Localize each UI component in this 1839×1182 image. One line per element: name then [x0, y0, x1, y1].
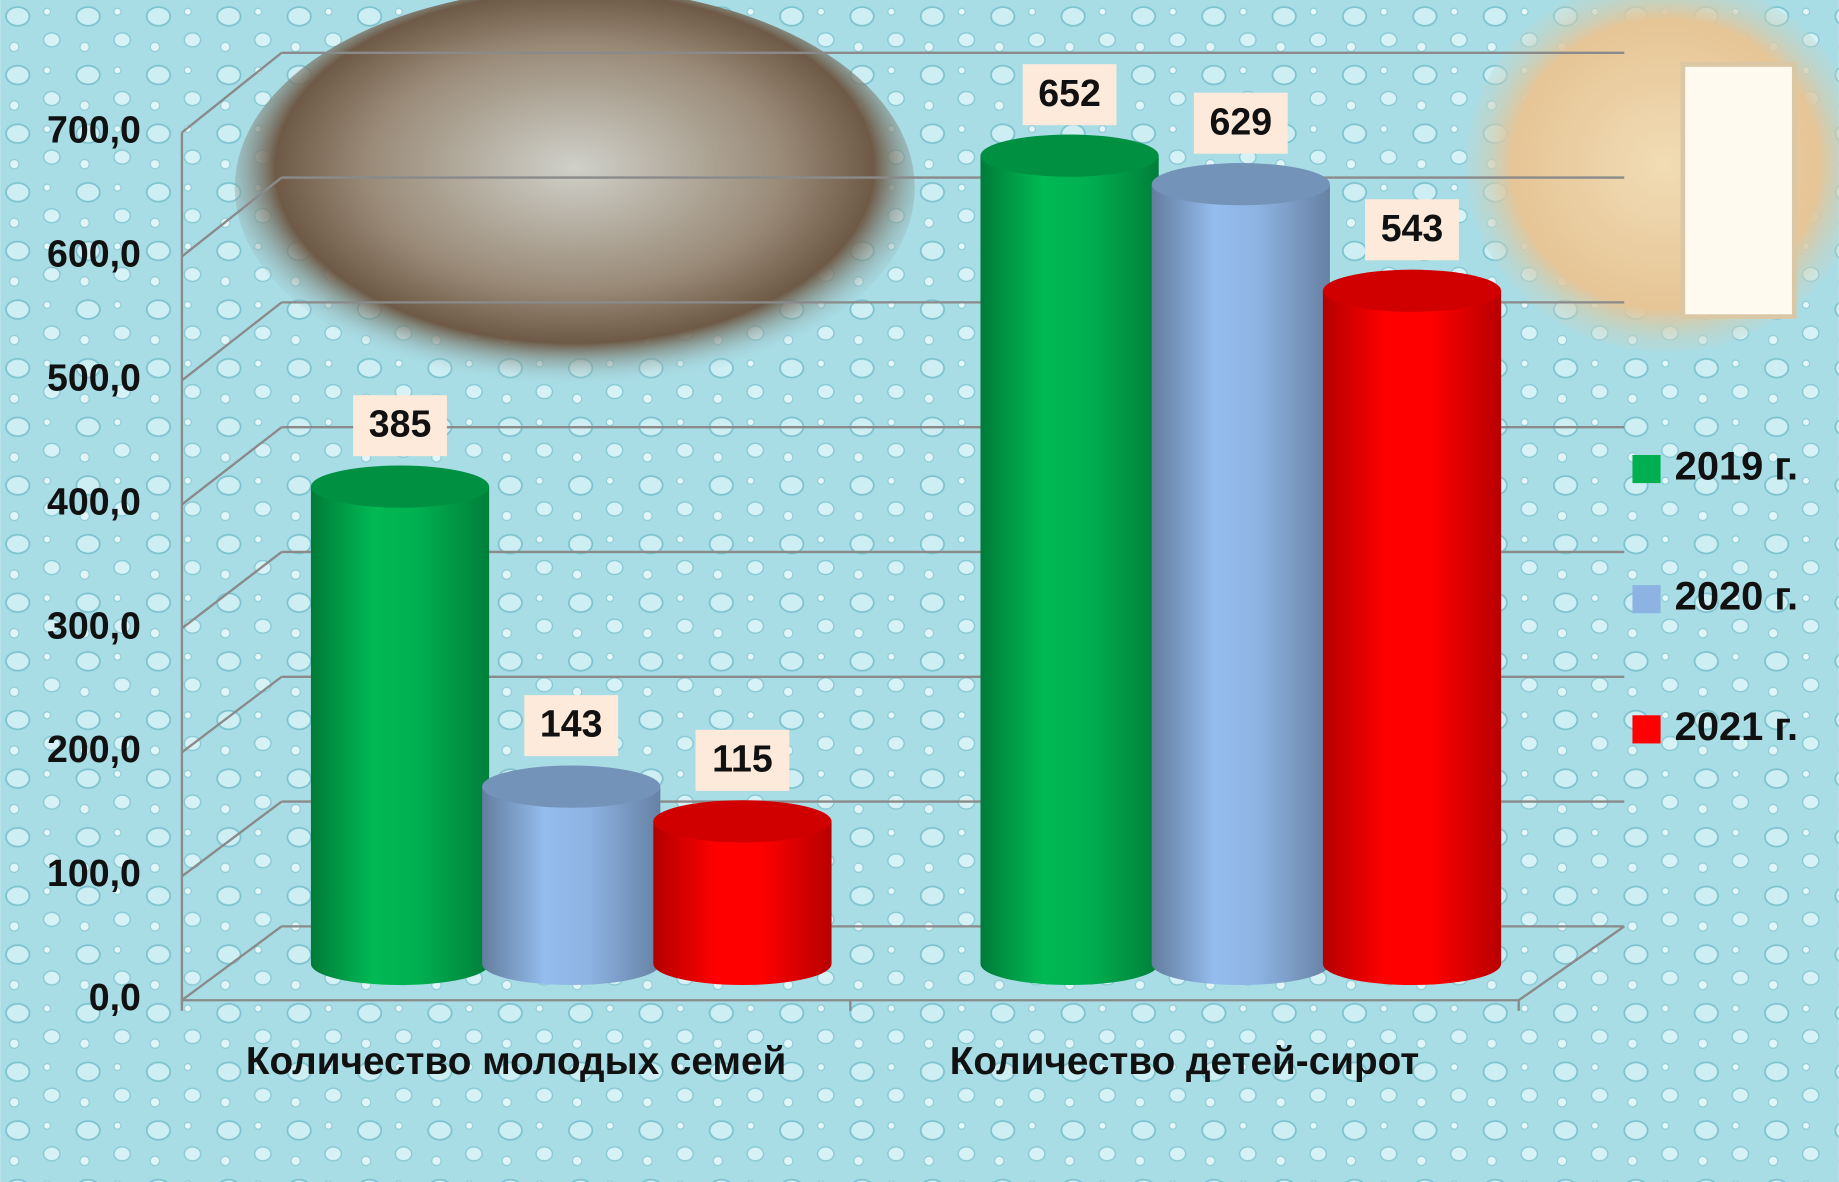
value-label: 385 — [353, 395, 447, 456]
value-label: 115 — [696, 730, 790, 791]
bar — [1323, 291, 1501, 985]
value-label-text: 143 — [540, 703, 603, 745]
value-label: 652 — [1023, 64, 1117, 125]
legend-label: 2021 г. — [1675, 705, 1798, 749]
bar — [482, 787, 660, 985]
legend-label: 2019 г. — [1675, 445, 1798, 489]
value-label: 543 — [1365, 199, 1459, 260]
bar — [311, 487, 489, 985]
value-label: 629 — [1194, 93, 1288, 154]
value-label-text: 629 — [1210, 100, 1273, 142]
bar — [980, 156, 1158, 985]
value-label-text: 115 — [712, 737, 773, 779]
bar-top — [482, 766, 660, 808]
x-tick-label: Количество молодых семей — [246, 1040, 787, 1083]
photo-kitchen — [235, 0, 915, 387]
bar-top — [1152, 163, 1330, 205]
y-tick-label: 500,0 — [47, 356, 141, 398]
bar-top — [653, 800, 831, 842]
bar — [1152, 184, 1330, 985]
bar-top — [1323, 270, 1501, 312]
y-tick-label: 600,0 — [47, 232, 141, 274]
y-tick-label: 200,0 — [47, 728, 141, 770]
value-label: 143 — [524, 695, 618, 756]
legend-swatch — [1632, 585, 1660, 613]
value-label-text: 652 — [1038, 72, 1101, 114]
y-tick-label: 700,0 — [47, 108, 141, 150]
legend-swatch — [1632, 455, 1660, 483]
bar — [653, 821, 831, 985]
legend-label: 2020 г. — [1675, 575, 1798, 619]
value-label-text: 385 — [369, 403, 432, 445]
value-label-text: 543 — [1381, 207, 1444, 249]
y-tick-label: 0,0 — [89, 976, 141, 1018]
y-tick-label: 100,0 — [47, 852, 141, 894]
bar-top — [980, 135, 1158, 177]
legend-swatch — [1632, 715, 1660, 743]
y-tick-label: 300,0 — [47, 604, 141, 646]
y-tick-label: 400,0 — [47, 480, 141, 522]
chart: 0,0 100,0 200,0 300,0 400,0 500,0 600,0 700,0 Ко… — [0, 0, 1839, 1182]
x-tick-label: Количество детей-сирот — [950, 1040, 1419, 1083]
bar-top — [311, 466, 489, 508]
photo-window — [1683, 64, 1794, 316]
